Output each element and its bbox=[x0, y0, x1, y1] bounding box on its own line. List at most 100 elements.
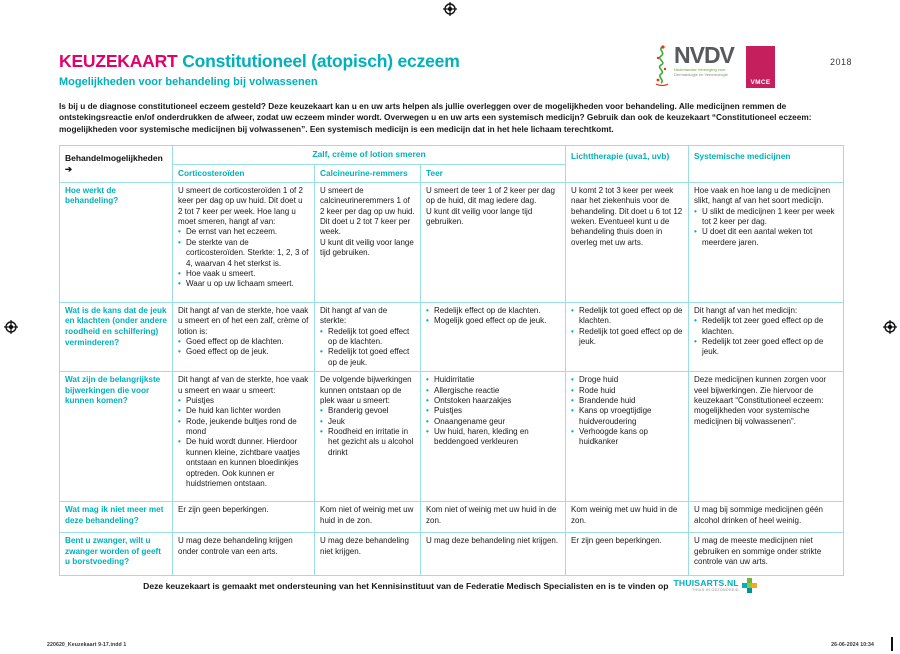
nvdv-acronym: NVDV bbox=[674, 42, 735, 68]
year-label: 2018 bbox=[830, 57, 853, 67]
bullet-item: Onaangename geur bbox=[426, 417, 560, 428]
bullet-item: Mogelijk goed effect op de jeuk. bbox=[426, 316, 560, 327]
bullet-item: Goed effect op de klachten. bbox=[178, 337, 309, 348]
table-cell: Dit hangt af van de sterkte:Redelijk tot… bbox=[314, 301, 421, 373]
bullet-item: Puistjes bbox=[178, 396, 309, 407]
table-cell: U mag deze behandeling niet krijgen. bbox=[419, 532, 567, 577]
bullet-item: Redelijk tot zeer goed effect op de jeuk… bbox=[694, 337, 838, 358]
vmce-logo: VMCE bbox=[746, 46, 775, 88]
title-rest: Constitutioneel (atopisch) eczeem bbox=[177, 51, 460, 71]
bullet-item: Redelijk tot goed effect op de jeuk. bbox=[320, 347, 415, 368]
footer: Deze keuzekaart is gemaakt met ondersteu… bbox=[0, 578, 900, 593]
column-header-corticosteroiden: Corticosteroïden bbox=[172, 164, 315, 183]
bullet-item: Ontstoken haarzakjes bbox=[426, 396, 560, 407]
bullet-item: Droge huid bbox=[571, 375, 683, 386]
bullet-item: De huid kan lichter worden bbox=[178, 406, 309, 417]
bullet-item: Redelijk effect op de klachten. bbox=[426, 306, 560, 317]
nvdv-logo: NVDV Nederlandse Vereniging voor Dermato… bbox=[652, 42, 735, 86]
bullet-item: De sterkte van de corticosteroïden. Ster… bbox=[178, 238, 309, 269]
bullet-item: Jeuk bbox=[320, 417, 415, 428]
row-label-hoe-werkt: Hoe werkt de behandeling? bbox=[59, 181, 173, 303]
thuisarts-plus-icon bbox=[741, 578, 757, 593]
footer-credit-text: Deze keuzekaart is gemaakt met ondersteu… bbox=[143, 580, 669, 591]
table-cell: U mag de meeste medicijnen niet gebruike… bbox=[688, 532, 845, 577]
bullet-item: U doet dit een aantal weken tot meerdere… bbox=[694, 227, 838, 248]
row-label-zwanger: Bent u zwanger, wilt u zwanger worden of… bbox=[59, 532, 173, 577]
table-cell: U mag bij sommige medicijnen géén alcoho… bbox=[688, 501, 845, 534]
bullet-item: Hoe vaak u smeert. bbox=[178, 269, 309, 280]
bullet-item: Verhoogde kans op huidkanker bbox=[571, 427, 683, 448]
bullet-item: Kans op vroegtijdige huidveroudering bbox=[571, 406, 683, 427]
thuisarts-wordmark: THUISARTS.NL THUIS IN GEZONDHEID bbox=[673, 578, 739, 592]
table-cell: U smeert de corticosteroïden 1 of 2 keer… bbox=[172, 181, 315, 303]
bullet-item: Goed effect op de jeuk. bbox=[178, 347, 309, 358]
table-row: Wat is de kans dat de jeuk en klachten (… bbox=[59, 301, 845, 373]
thuisarts-logo[interactable]: THUISARTS.NL THUIS IN GEZONDHEID bbox=[673, 578, 757, 593]
bullet-item: Branderig gevoel bbox=[320, 406, 415, 417]
bullet-item: Redelijk tot goed effect op de jeuk. bbox=[571, 327, 683, 348]
table-cell: Redelijk effect op de klachten.Mogelijk … bbox=[419, 301, 567, 373]
treatment-options-table: Behandelmogelijkheden ➔ Zalf, crème of l… bbox=[59, 145, 845, 577]
bullet-item: De ernst van het eczeem. bbox=[178, 227, 309, 238]
table-cell: U komt 2 tot 3 keer per week naar het zi… bbox=[565, 181, 690, 303]
row-label-kans: Wat is de kans dat de jeuk en klachten (… bbox=[59, 301, 173, 373]
bullet-item: Huidirritatie bbox=[426, 375, 560, 386]
table-cell: Deze medicijnen kunnen zorgen voor veel … bbox=[688, 371, 845, 503]
table-cell: Kom niet of weinig met uw huid in de zon… bbox=[314, 501, 421, 534]
bullet-item: De huid wordt dunner. Hierdoor kunnen kl… bbox=[178, 437, 309, 489]
table-cell: U mag deze behandeling niet krijgen. bbox=[314, 532, 421, 577]
intro-paragraph: Is bij u de diagnose constitutioneel ecz… bbox=[59, 101, 812, 134]
column-header-systemisch: Systemische medicijnen bbox=[688, 145, 845, 183]
bullet-item: Uw huid, haren, kleding en beddengoed ve… bbox=[426, 427, 560, 448]
bullet-item: Rode huid bbox=[571, 386, 683, 397]
page-subtitle: Mogelijkheden voor behandeling bij volwa… bbox=[59, 76, 318, 88]
table-row: Wat zijn de belangrijkste bijwerkingen d… bbox=[59, 371, 845, 503]
table-row: Hoe werkt de behandeling? U smeert de co… bbox=[59, 181, 845, 303]
column-header-teer: Teer bbox=[419, 164, 567, 183]
bullet-item: Redelijk tot goed effect op de klachten. bbox=[571, 306, 683, 327]
table-cell: Dit hangt af van de sterkte, hoe vaak u … bbox=[172, 371, 315, 503]
table-cell: Dit hangt af van het medicijn:Redelijk t… bbox=[688, 301, 845, 373]
table-cell: Er zijn geen beperkingen. bbox=[565, 532, 690, 577]
print-timestamp: 26-06-2024 10:34 bbox=[831, 642, 874, 648]
table-cell: U smeert de calcineurineremmers 1 of 2 k… bbox=[314, 181, 421, 303]
table-row: Wat mag ik niet meer met deze behandelin… bbox=[59, 501, 845, 534]
table-cell: Redelijk tot goed effect op de klachten.… bbox=[565, 301, 690, 373]
bullet-item: Allergische reactie bbox=[426, 386, 560, 397]
table-cell: HuidirritatieAllergische reactieOntstoke… bbox=[419, 371, 567, 503]
nvdv-subtitle: Nederlandse Vereniging voor Dermatologie… bbox=[674, 67, 728, 77]
bullet-item: Redelijk tot zeer goed effect op de klac… bbox=[694, 316, 838, 337]
header: KEUZEKAART Constitutioneel (atopisch) ec… bbox=[59, 51, 659, 88]
bullet-item: Brandende huid bbox=[571, 396, 683, 407]
arrow-right-icon: ➔ bbox=[65, 163, 73, 174]
table-cell: Kom niet of weinig met uw huid in de zon… bbox=[419, 501, 567, 534]
title-prefix: KEUZEKAART bbox=[59, 51, 178, 71]
print-filename: 220620_Keuzekaart 9-17.indd 1 bbox=[47, 642, 127, 648]
row-label-bijwerkingen: Wat zijn de belangrijkste bijwerkingen d… bbox=[59, 371, 173, 503]
bullet-item: Roodheid en irritatie in het gezicht als… bbox=[320, 427, 415, 458]
column-header-calcineurine: Calcineurine-remmers bbox=[314, 164, 421, 183]
table-cell: U mag deze behandeling krijgen onder con… bbox=[172, 532, 315, 577]
bullet-item: Redelijk tot goed effect op de klachten. bbox=[320, 327, 415, 348]
table-cell: Hoe vaak en hoe lang u de medicijnen sli… bbox=[688, 181, 845, 303]
table-cell: Er zijn geen beperkingen. bbox=[172, 501, 315, 534]
bullet-item: Waar u op uw lichaam smeert. bbox=[178, 279, 309, 290]
table-cell: Droge huidRode huidBrandende huidKans op… bbox=[565, 371, 690, 503]
table-cell: Kom weinig met uw huid in de zon. bbox=[565, 501, 690, 534]
row-label-niet-meer: Wat mag ik niet meer met deze behandelin… bbox=[59, 501, 173, 534]
nvdv-emblem-icon bbox=[655, 45, 669, 86]
crop-mark bbox=[891, 637, 893, 651]
registration-mark-top bbox=[443, 2, 457, 16]
registration-mark-right bbox=[883, 320, 897, 334]
column-header-lichttherapie: Lichttherapie (uva1, uvb) bbox=[565, 145, 690, 183]
table-cell: U smeert de teer 1 of 2 keer per dag op … bbox=[419, 181, 567, 303]
page-title: KEUZEKAART Constitutioneel (atopisch) ec… bbox=[59, 51, 659, 72]
bullet-item: Rode, jeukende bultjes rond de mond bbox=[178, 417, 309, 438]
bullet-item: Puistjes bbox=[426, 406, 560, 417]
bullet-item: U slikt de medicijnen 1 keer per week to… bbox=[694, 207, 838, 228]
table-corner-label: Behandelmogelijkheden ➔ bbox=[59, 145, 173, 183]
column-group-header-topicals: Zalf, crème of lotion smeren bbox=[171, 145, 567, 165]
table-cell: De volgende bijwerkingen kunnen ontstaan… bbox=[314, 371, 421, 503]
nvdv-text-block: NVDV Nederlandse Vereniging voor Dermato… bbox=[674, 42, 735, 78]
